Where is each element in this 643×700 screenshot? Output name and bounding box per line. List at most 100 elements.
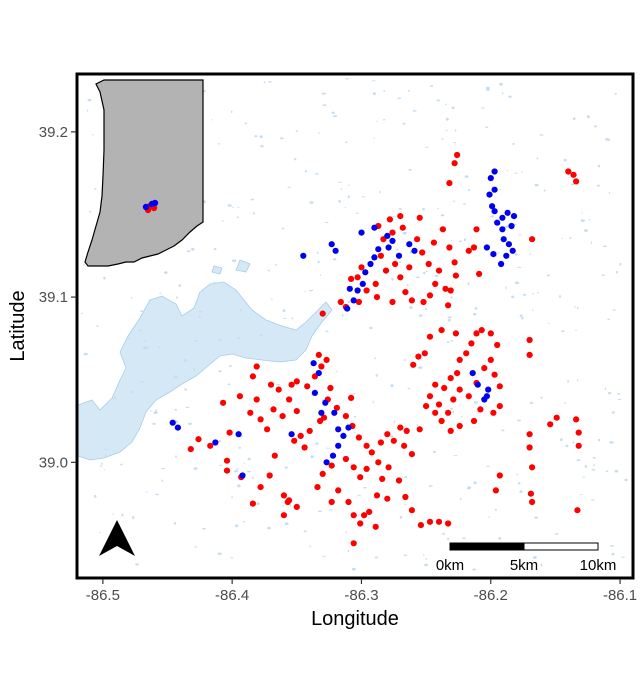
pond <box>246 470 251 473</box>
pond <box>415 276 420 279</box>
sample-point-blue <box>311 389 318 396</box>
sample-point-red <box>526 444 533 451</box>
pond <box>317 251 319 255</box>
sample-point-red <box>452 272 459 279</box>
sample-point-red <box>447 287 454 294</box>
pond <box>450 407 454 410</box>
pond <box>375 374 378 377</box>
sample-point-blue <box>367 260 374 268</box>
pond <box>283 318 287 319</box>
pond <box>559 438 563 441</box>
sample-point-blue <box>315 370 322 377</box>
pond <box>601 274 605 277</box>
pond <box>321 92 326 95</box>
pond <box>91 134 94 136</box>
sample-point-red <box>379 475 386 482</box>
pond <box>402 231 407 235</box>
sample-point-red <box>529 464 536 471</box>
pond <box>460 416 463 418</box>
pond <box>243 463 245 465</box>
sample-point-red <box>575 442 582 449</box>
pond <box>228 365 232 367</box>
sample-point-blue <box>491 208 498 215</box>
y-tick-label: 39.0 <box>39 454 68 471</box>
pond <box>408 168 412 171</box>
sample-point-red <box>456 356 463 363</box>
pond <box>499 189 502 191</box>
pond <box>318 132 320 134</box>
pond <box>276 384 281 386</box>
study-area-marker-blue <box>151 199 159 207</box>
pond <box>158 346 161 349</box>
pond <box>322 555 326 557</box>
pond <box>418 366 423 369</box>
pond <box>250 198 255 201</box>
pond <box>539 134 544 136</box>
pond <box>193 467 198 470</box>
pond <box>164 271 168 274</box>
sample-point-blue <box>483 393 490 400</box>
pond <box>227 383 231 386</box>
sample-point-red <box>355 434 362 441</box>
pond <box>614 469 619 473</box>
pond <box>357 494 362 496</box>
sample-point-blue <box>323 459 330 466</box>
pond <box>594 125 597 128</box>
pond <box>490 215 494 218</box>
pond <box>468 189 471 192</box>
pond <box>310 455 314 459</box>
sample-point-red <box>491 371 498 378</box>
pond <box>609 441 614 444</box>
pond <box>194 340 199 342</box>
pond <box>103 276 106 280</box>
sample-point-red <box>348 394 355 401</box>
pond <box>447 318 451 322</box>
sample-point-blue <box>469 370 476 377</box>
sample-point-red <box>473 226 480 233</box>
pond <box>511 295 515 299</box>
pond <box>572 117 576 120</box>
pond <box>268 81 272 83</box>
pond <box>304 170 308 173</box>
pond <box>338 200 341 203</box>
pond <box>459 497 462 500</box>
sample-point-blue <box>489 203 496 210</box>
sample-point-red <box>456 386 463 393</box>
pond <box>150 409 152 413</box>
pond <box>464 175 469 178</box>
sample-point-blue <box>499 226 506 233</box>
pond <box>529 253 532 256</box>
sample-point-red <box>372 280 379 287</box>
pond <box>331 111 335 114</box>
pond <box>450 296 453 299</box>
sample-point-red <box>432 280 439 287</box>
sample-point-red <box>301 444 308 451</box>
pond <box>521 316 524 320</box>
sample-point-red <box>494 341 501 349</box>
pond <box>596 184 601 187</box>
pond <box>211 119 213 121</box>
scale-bar-black-segment <box>449 542 525 551</box>
pond <box>543 189 546 192</box>
pond <box>383 90 386 92</box>
sample-point-blue <box>491 168 498 175</box>
sample-point-red <box>487 330 494 337</box>
sample-point-red <box>350 512 357 519</box>
sample-point-red <box>446 180 453 187</box>
sample-point-red <box>420 298 427 306</box>
pond <box>143 340 147 342</box>
pond <box>314 173 320 175</box>
pond <box>619 262 622 266</box>
sample-point-red <box>328 462 335 469</box>
pond <box>577 307 579 310</box>
pond <box>376 120 378 122</box>
sample-point-blue <box>328 241 335 248</box>
sample-point-blue <box>331 409 338 416</box>
pond <box>87 98 92 102</box>
pond <box>501 429 505 432</box>
pond <box>446 341 450 344</box>
sample-point-blue <box>329 452 337 459</box>
pond <box>176 296 179 299</box>
pond <box>372 400 374 404</box>
sample-point-red <box>373 492 381 499</box>
